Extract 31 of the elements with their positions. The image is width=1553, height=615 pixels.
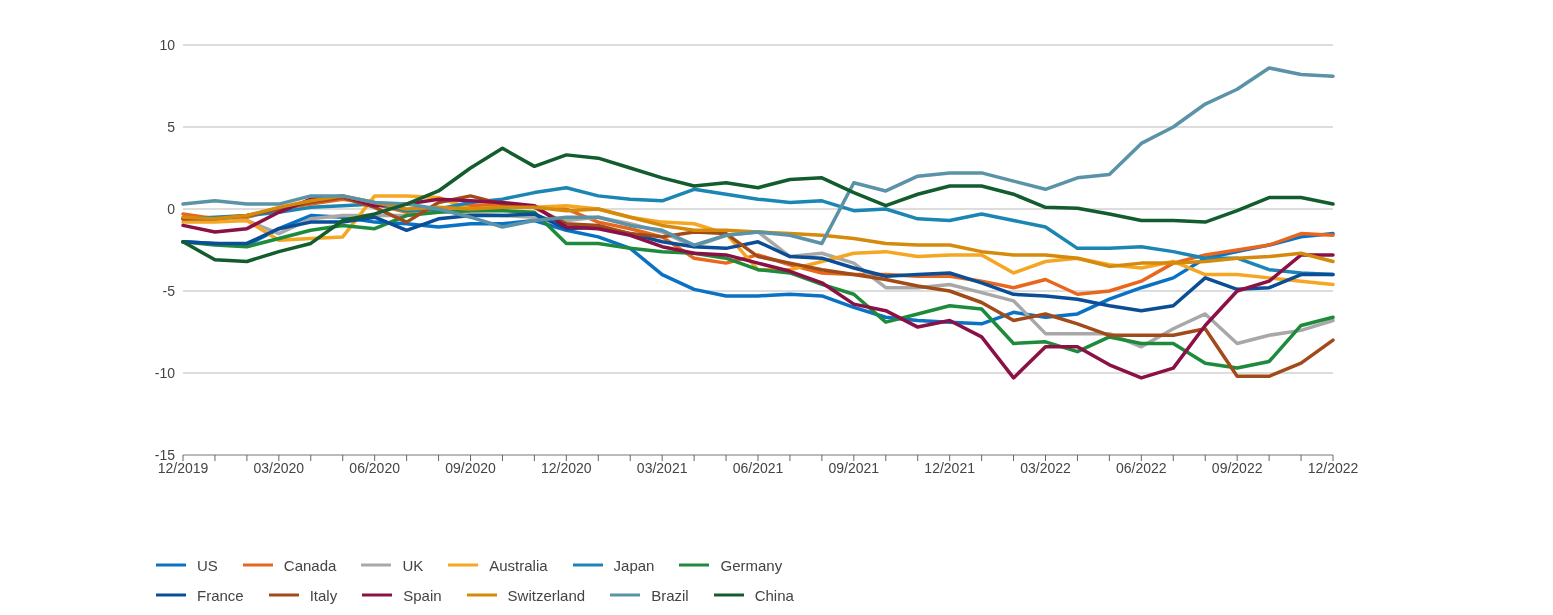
legend-label: Italy [309,586,338,604]
x-tick-label: 09/2020 [445,459,497,476]
x-tick-label: 12/2020 [541,459,592,476]
y-tick-label: -10 [154,364,176,381]
y-tick-label: 0 [167,200,176,217]
legend-label: US [197,556,218,574]
legend-label: Japan [613,556,655,574]
x-tick-label: 03/2020 [253,459,305,476]
x-tick-label: 09/2021 [828,459,880,476]
legend-label: Switzerland [507,586,586,604]
x-tick-label: 03/2022 [1020,459,1072,476]
y-tick-label: 10 [159,36,176,53]
x-tick-label: 12/2022 [1307,459,1359,476]
legend-label: China [754,586,794,604]
legend-label: Brazil [651,586,689,604]
legend-label: Canada [283,556,337,574]
x-tick-label: 03/2021 [636,459,688,476]
line-series [181,146,1335,264]
x-tick-label: 06/2020 [349,459,401,476]
legend-label: UK [402,556,424,574]
legend-label: Germany [720,556,783,574]
legend-label: France [197,586,244,604]
y-tick-label: 5 [167,118,176,135]
x-tick-label: 12/2021 [924,459,976,476]
line-series [181,66,1335,247]
x-tick-label: 09/2022 [1211,459,1263,476]
legend-label: Australia [489,556,548,574]
x-tick-label: 06/2022 [1116,459,1167,476]
y-tick-label: -5 [162,282,176,299]
x-tick-label: 06/2021 [732,459,784,476]
legend-label: Spain [403,586,442,604]
